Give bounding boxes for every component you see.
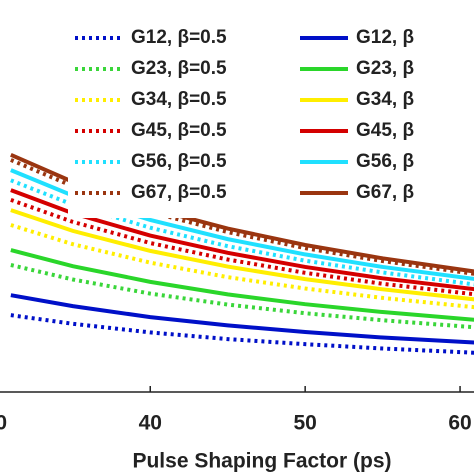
legend-label: G56, β=0.5 (131, 151, 227, 172)
legend-label: G34, β=0.5 (131, 89, 227, 110)
series-line (10, 293, 474, 345)
x-tick-label: 50 (293, 412, 316, 435)
series-line (10, 248, 474, 322)
legend-label: G67, β=0.5 (131, 182, 227, 203)
legend-label: G23, β (356, 58, 414, 79)
series-line (10, 208, 474, 302)
x-tick-label: 60 (448, 412, 471, 435)
x-tick-label: 30 (0, 412, 7, 435)
legend-label: G67, β (356, 182, 414, 203)
series-line (10, 198, 474, 297)
series-line (10, 263, 474, 330)
series-line (10, 313, 474, 355)
legend-label: G56, β (356, 151, 414, 172)
x-tick-label: 40 (139, 412, 162, 435)
series-line (10, 158, 474, 276)
series-line (10, 223, 474, 310)
legend-label: G45, β (356, 120, 414, 141)
legend-label: G12, β=0.5 (131, 27, 227, 48)
legend-label: G34, β (356, 89, 414, 110)
legend-label: G45, β=0.5 (131, 120, 227, 141)
legend-label: G23, β=0.5 (131, 58, 227, 79)
series-line (10, 178, 474, 287)
legend-label: G12, β (356, 27, 414, 48)
x-axis-label: Pulse Shaping Factor (ps) (132, 450, 391, 473)
legend-box (68, 18, 474, 218)
